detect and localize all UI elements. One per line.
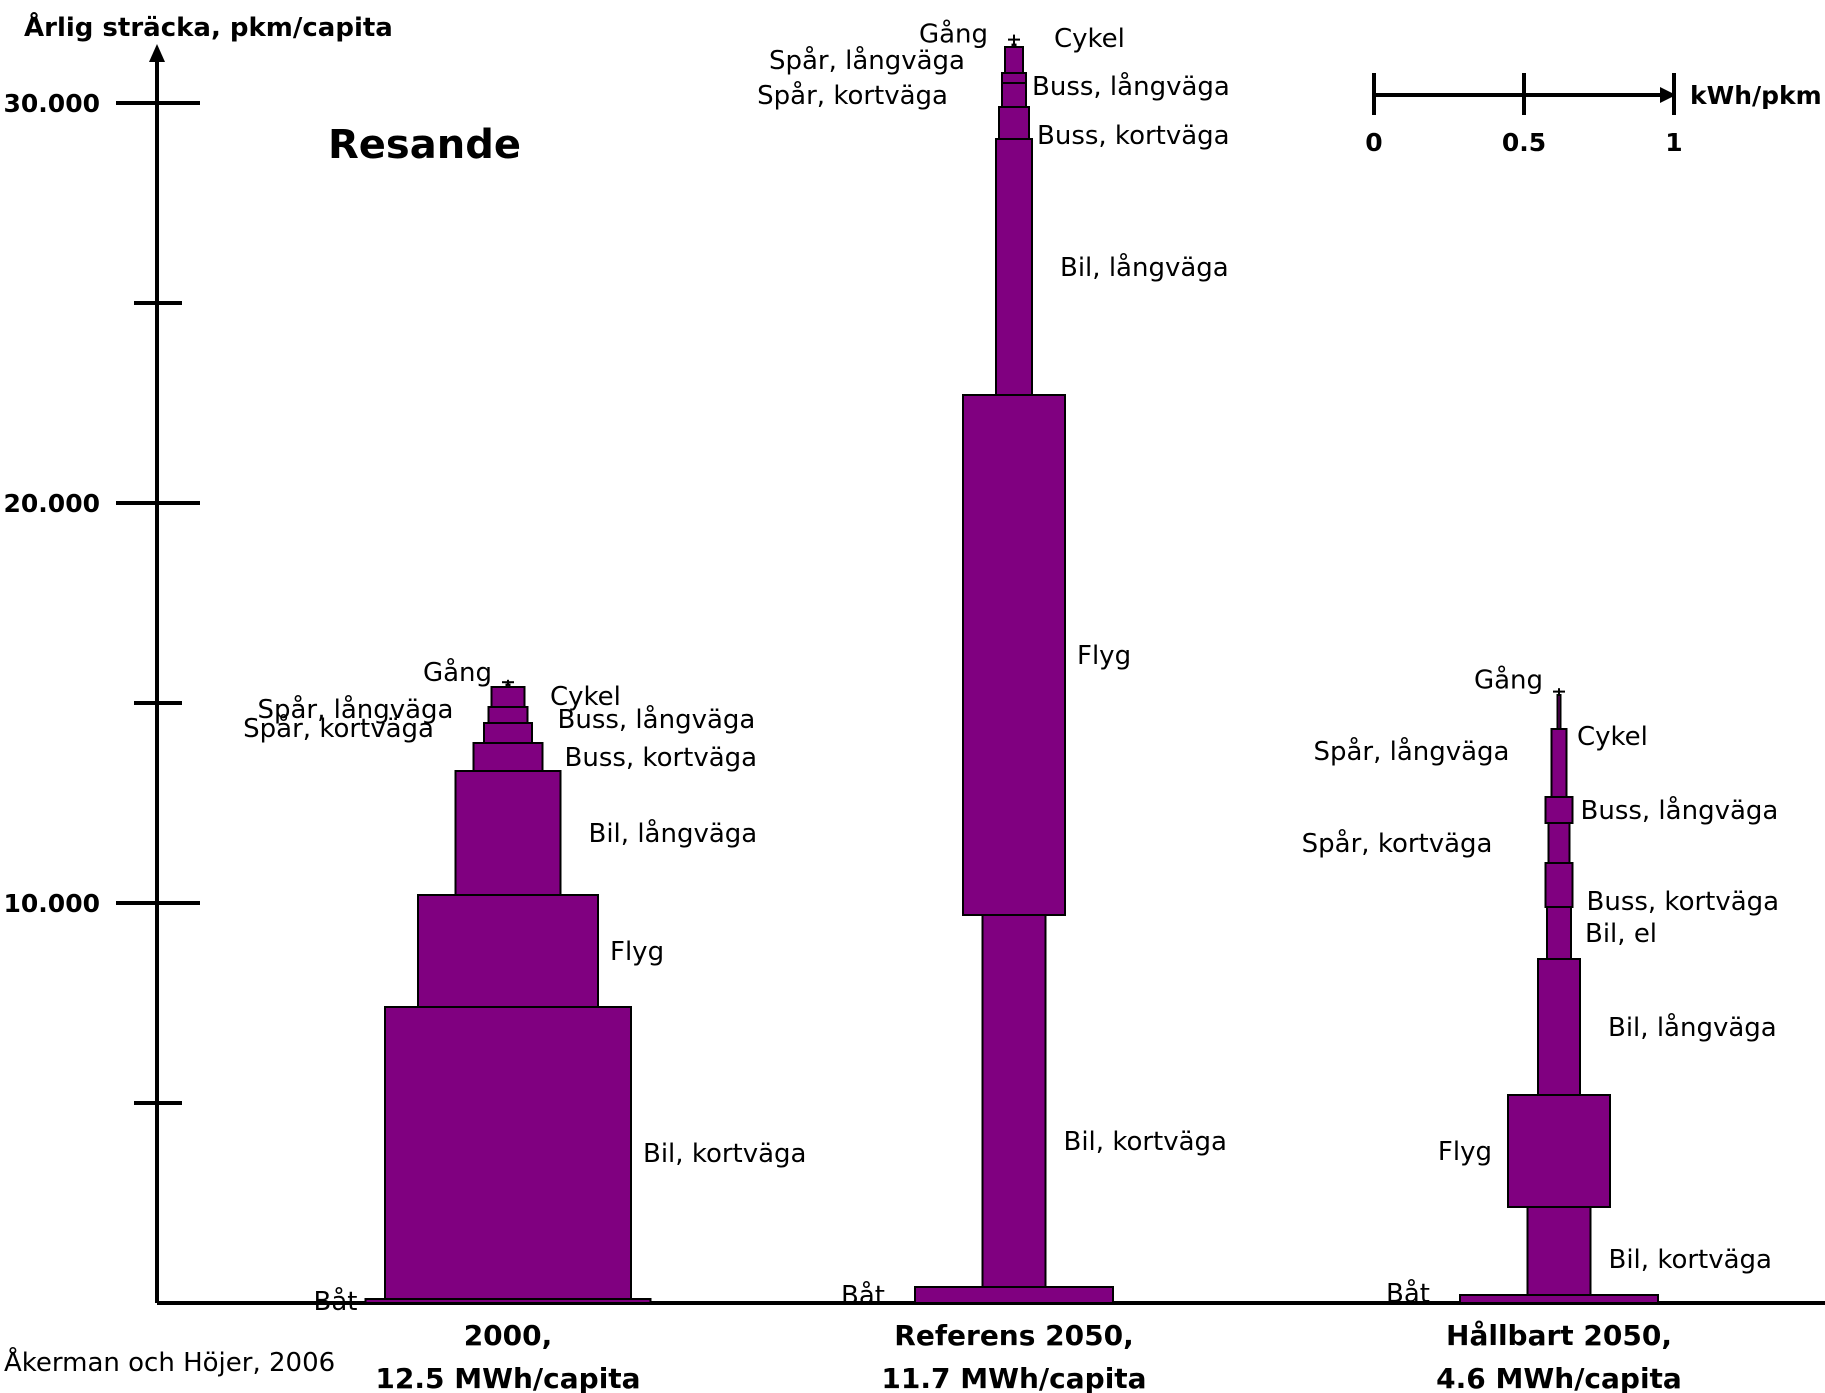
y-axis-arrow	[149, 44, 165, 62]
group-subtitle: 12.5 MWh/capita	[375, 1362, 640, 1393]
segment-label: Buss, långväga	[558, 704, 756, 735]
segment-label: Bil, kortväga	[643, 1139, 807, 1169]
group-name: Referens 2050,	[894, 1319, 1133, 1352]
bar-segment	[1550, 728, 1568, 798]
width-scale-tick-label: 0	[1365, 128, 1382, 157]
bar-group	[1459, 688, 1659, 1304]
bar-group	[364, 679, 652, 1304]
segment-label: Cykel	[1054, 24, 1125, 54]
segment-label: Spår, kortväga	[757, 80, 948, 111]
bar-segment	[1507, 1094, 1611, 1208]
width-scale-arrow	[1660, 87, 1676, 103]
segment-label: Bil, el	[1585, 919, 1657, 949]
segment-label: Spår, långväga	[1313, 736, 1509, 767]
chart-title: Resande	[328, 122, 521, 168]
bar-segment	[998, 106, 1030, 140]
bar-segment	[995, 138, 1033, 396]
source-citation: Åkerman och Höjer, 2006	[4, 1346, 335, 1378]
bar-segment	[505, 683, 511, 688]
labels-layer: Båt Bil, kortväga Flyg Bil, långväga Buss, k…	[243, 19, 1779, 1393]
segment-label: Gång	[919, 19, 988, 50]
bars-layer	[364, 34, 1659, 1304]
y-tick-label: 10.000	[4, 889, 100, 918]
bar-group	[914, 34, 1114, 1304]
y-axis-label: Årlig sträcka, pkm/capita	[24, 11, 393, 43]
bar-segment	[1004, 46, 1024, 74]
width-scale-tick-label: 0.5	[1502, 128, 1546, 157]
segment-label: Cykel	[550, 682, 621, 712]
bar-segment	[490, 686, 526, 708]
segment-label: Bil, långväga	[1060, 252, 1229, 283]
y-tick-label: 30.000	[4, 89, 100, 118]
bar-segment	[1459, 1294, 1659, 1304]
group-name: 2000,	[464, 1319, 553, 1352]
bar-segment	[1001, 72, 1027, 84]
bar-segment	[981, 914, 1047, 1288]
bar-segment	[472, 742, 544, 772]
group-subtitle: 11.7 MWh/capita	[881, 1362, 1146, 1393]
bar-segment	[384, 1006, 632, 1300]
segment-label: Flyg	[1438, 1137, 1492, 1167]
bar-segment	[454, 770, 562, 896]
segment-label: Bil, långväga	[589, 818, 758, 849]
group-subtitle: 4.6 MWh/capita	[1436, 1362, 1682, 1393]
group-name: Hållbart 2050,	[1446, 1319, 1672, 1352]
segment-label: Buss, långväga	[1032, 71, 1230, 102]
segment-label: Buss, kortväga	[565, 743, 758, 773]
bar-segment	[1546, 906, 1572, 960]
segment-label: Båt	[314, 1286, 358, 1317]
segment-label: Flyg	[1077, 641, 1131, 671]
bar-segment	[1001, 82, 1027, 108]
bar-segment	[962, 394, 1066, 916]
width-scale-tick-label: 1	[1665, 128, 1682, 157]
segment-label: Spår, långväga	[257, 694, 453, 725]
bar-segment	[1544, 862, 1574, 908]
segment-label: Gång	[423, 657, 492, 688]
segment-label: Bil, kortväga	[1609, 1245, 1773, 1275]
segment-label: Cykel	[1577, 722, 1648, 752]
bar-segment	[487, 706, 529, 724]
bar-segment	[1556, 694, 1562, 730]
bar-segment	[483, 722, 533, 744]
bar-segment	[1544, 796, 1574, 824]
y-tick-label: 20.000	[4, 489, 100, 518]
bar-segment	[1537, 958, 1581, 1096]
segment-label: Buss, långväga	[1581, 795, 1779, 826]
segment-label: Bil, långväga	[1608, 1012, 1777, 1043]
segment-label: Båt	[841, 1280, 885, 1311]
segment-label: Spår, långväga	[769, 45, 965, 76]
bar-segment	[914, 1286, 1114, 1304]
bar-segment	[1526, 1206, 1592, 1296]
width-scale-unit: kWh/pkm	[1690, 81, 1822, 110]
segment-label: Spår, kortväga	[243, 713, 434, 744]
bar-segment	[417, 894, 599, 1008]
segment-label: Spår, kortväga	[1302, 828, 1493, 859]
segment-label: Buss, kortväga	[1037, 121, 1230, 151]
bar-segment	[1547, 822, 1571, 864]
bar-segment	[1011, 43, 1017, 48]
segment-label: Gång	[1474, 665, 1543, 696]
segment-label: Bil, kortväga	[1064, 1127, 1228, 1157]
segment-label: Buss, kortväga	[1587, 887, 1780, 917]
segment-label: Flyg	[610, 937, 664, 967]
segment-label: Båt	[1386, 1278, 1430, 1309]
